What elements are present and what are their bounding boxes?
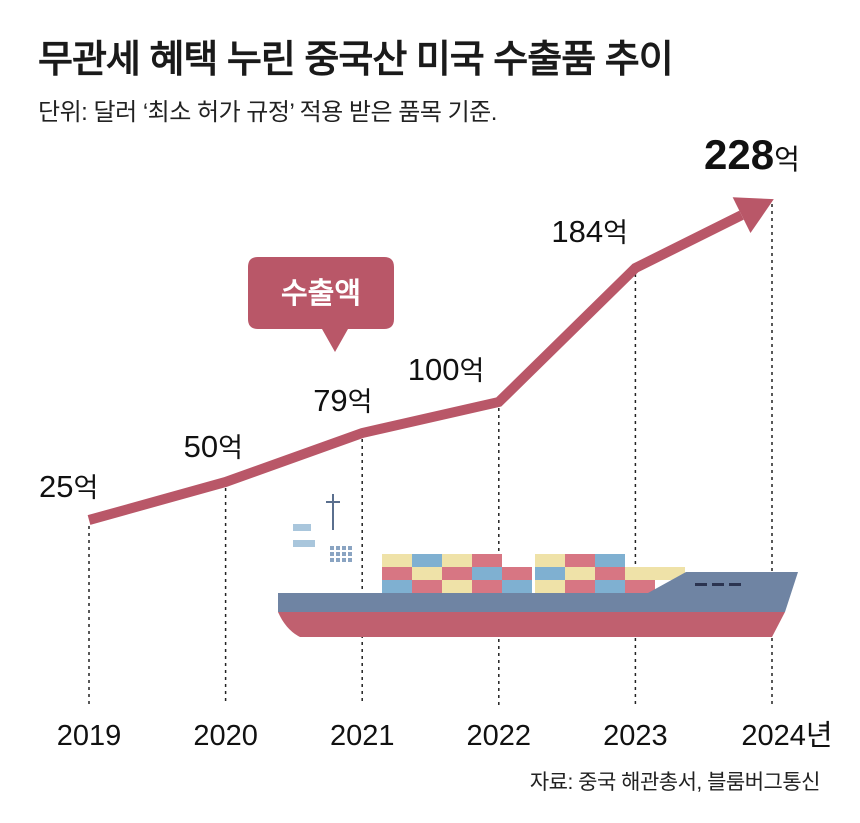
data-label-value: 79 (313, 383, 347, 418)
container-box (442, 580, 472, 593)
window (336, 546, 340, 550)
container-box (442, 554, 472, 567)
data-label-2022: 100억 (408, 352, 485, 387)
data-label-unit: 억 (348, 387, 373, 417)
data-label-2021: 79억 (313, 383, 372, 418)
container-box (565, 554, 595, 567)
container-box (382, 554, 412, 567)
container-box (565, 567, 595, 580)
container-box (502, 580, 532, 593)
container-box (502, 567, 532, 580)
container-box (595, 580, 625, 593)
container-box (472, 567, 502, 580)
container-box (442, 567, 472, 580)
ship-hull-top (278, 572, 798, 612)
container-box (382, 567, 412, 580)
data-label-2019: 25억 (39, 469, 98, 504)
chart-title: 무관세 혜택 누린 중국산 미국 수출품 추이 (38, 39, 674, 81)
series-path (87, 210, 744, 525)
container-box (625, 567, 655, 580)
window (336, 552, 340, 556)
container-box (595, 554, 625, 567)
container-box (535, 567, 565, 580)
window (342, 546, 346, 550)
container-box (565, 580, 595, 593)
container-box (412, 567, 442, 580)
chart-subtitle: 단위: 달러 ‘최소 허가 규정’ 적용 받은 품목 기준. (38, 99, 497, 126)
data-label-value: 228 (704, 131, 774, 178)
data-label-2023: 184억 (551, 214, 628, 249)
data-label-unit: 억 (603, 218, 628, 248)
bridge-windows (330, 546, 352, 562)
container-box (472, 554, 502, 567)
ship-bridge (293, 494, 352, 562)
data-label-unit: 억 (774, 144, 800, 175)
container-box (412, 554, 442, 567)
x-tick-label-2022: 2022 (467, 720, 532, 752)
callout-label: 수출액 (281, 277, 361, 310)
window (330, 546, 334, 550)
data-label-value: 100 (408, 352, 460, 387)
window (342, 552, 346, 556)
container-box (535, 554, 565, 567)
x-tick-label-2023: 2023 (603, 720, 668, 752)
window (348, 558, 352, 562)
data-label-2024: 228억 (704, 131, 800, 178)
source-note: 자료: 중국 해관총서, 블룸버그통신 (529, 771, 821, 794)
container-box (535, 580, 565, 593)
data-label-unit: 억 (73, 473, 98, 503)
ship-containers (382, 554, 685, 593)
x-tick-label-2020: 2020 (193, 720, 258, 752)
data-label-value: 184 (551, 214, 603, 249)
data-label-unit: 억 (460, 356, 485, 386)
container-box (472, 580, 502, 593)
x-tick-label-2024: 2024년 (741, 720, 832, 752)
data-label-2020: 50억 (184, 429, 243, 464)
data-label-value: 50 (184, 429, 218, 464)
container-box (625, 580, 655, 593)
ship-hull-bottom (278, 612, 785, 637)
x-tick-label-2019: 2019 (57, 720, 122, 752)
container-box (595, 567, 625, 580)
window (348, 552, 352, 556)
data-label-unit: 억 (218, 433, 243, 463)
window (330, 552, 334, 556)
window (330, 558, 334, 562)
window (342, 558, 346, 562)
container-box (382, 580, 412, 593)
container-ship-illustration (278, 494, 798, 637)
x-tick-label-2021: 2021 (330, 720, 395, 752)
series-line (87, 197, 774, 525)
window (336, 558, 340, 562)
series-arrowhead (732, 197, 774, 234)
series-callout: 수출액 (248, 257, 394, 352)
data-label-value: 25 (39, 469, 73, 504)
container-box (412, 580, 442, 593)
window (348, 546, 352, 550)
